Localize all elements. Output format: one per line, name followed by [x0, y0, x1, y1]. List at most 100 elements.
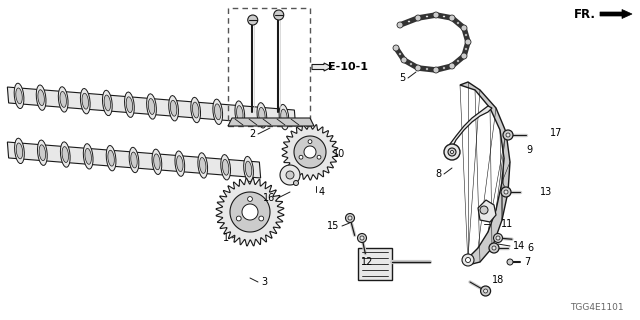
Text: 12: 12	[360, 257, 373, 267]
Text: 9: 9	[526, 145, 532, 155]
Circle shape	[449, 15, 455, 21]
Polygon shape	[286, 171, 294, 179]
Text: 13: 13	[540, 187, 552, 197]
Polygon shape	[294, 136, 326, 168]
Circle shape	[484, 289, 488, 293]
Polygon shape	[106, 145, 116, 171]
Text: 18: 18	[492, 275, 504, 285]
Circle shape	[360, 236, 364, 240]
Polygon shape	[280, 165, 300, 185]
Polygon shape	[213, 99, 223, 124]
Circle shape	[401, 57, 407, 63]
Polygon shape	[60, 142, 70, 167]
Polygon shape	[15, 138, 24, 164]
Circle shape	[415, 15, 421, 21]
Circle shape	[449, 63, 455, 69]
Circle shape	[348, 216, 352, 220]
Polygon shape	[282, 124, 338, 180]
Text: 10: 10	[333, 149, 345, 159]
Circle shape	[317, 155, 321, 159]
Text: 3: 3	[261, 277, 267, 287]
Polygon shape	[193, 102, 199, 118]
Text: 7: 7	[524, 257, 531, 267]
Polygon shape	[230, 192, 270, 232]
Polygon shape	[104, 95, 111, 111]
Polygon shape	[170, 100, 177, 116]
Polygon shape	[478, 200, 496, 222]
Circle shape	[457, 60, 460, 62]
FancyArrow shape	[600, 10, 632, 19]
Text: E-10-1: E-10-1	[328, 62, 368, 72]
Circle shape	[443, 67, 445, 69]
Circle shape	[433, 67, 439, 73]
Polygon shape	[245, 161, 252, 177]
Circle shape	[489, 243, 499, 253]
Circle shape	[481, 286, 491, 296]
Circle shape	[308, 140, 312, 143]
Circle shape	[399, 53, 401, 55]
Polygon shape	[8, 142, 260, 178]
Polygon shape	[131, 152, 137, 168]
Circle shape	[248, 196, 252, 201]
Circle shape	[496, 236, 500, 240]
Polygon shape	[16, 143, 22, 159]
Polygon shape	[460, 82, 510, 265]
Circle shape	[274, 10, 284, 20]
Circle shape	[492, 246, 496, 250]
Polygon shape	[62, 147, 68, 163]
Polygon shape	[85, 148, 92, 164]
Circle shape	[457, 22, 460, 24]
Circle shape	[465, 48, 467, 50]
Polygon shape	[38, 90, 44, 106]
Text: 1: 1	[223, 233, 229, 243]
Circle shape	[451, 150, 454, 154]
Text: 14: 14	[513, 241, 525, 251]
Polygon shape	[175, 151, 185, 176]
Polygon shape	[102, 90, 112, 116]
Circle shape	[493, 234, 502, 243]
Polygon shape	[237, 106, 243, 122]
Circle shape	[299, 155, 303, 159]
Text: 5: 5	[399, 73, 405, 83]
Polygon shape	[108, 150, 115, 166]
Circle shape	[480, 206, 488, 214]
Polygon shape	[221, 155, 230, 180]
Polygon shape	[257, 103, 267, 128]
Polygon shape	[126, 97, 132, 113]
Text: 2: 2	[249, 129, 255, 139]
Polygon shape	[259, 108, 265, 123]
Polygon shape	[8, 87, 296, 126]
Circle shape	[465, 258, 470, 262]
Circle shape	[426, 15, 428, 18]
Polygon shape	[83, 144, 93, 169]
Text: FR.: FR.	[574, 7, 596, 20]
Circle shape	[426, 68, 428, 70]
Polygon shape	[450, 106, 492, 148]
Polygon shape	[152, 149, 162, 174]
Text: 17: 17	[550, 128, 563, 138]
Circle shape	[346, 213, 355, 222]
Circle shape	[506, 133, 510, 137]
Polygon shape	[198, 153, 207, 178]
Circle shape	[462, 254, 474, 266]
Polygon shape	[148, 99, 155, 115]
FancyArrow shape	[312, 63, 332, 71]
Circle shape	[507, 259, 513, 265]
Polygon shape	[281, 109, 287, 125]
Polygon shape	[39, 145, 45, 161]
Polygon shape	[244, 156, 253, 182]
Circle shape	[259, 216, 264, 221]
Polygon shape	[214, 104, 221, 120]
Text: 11: 11	[501, 219, 513, 229]
Text: 15: 15	[326, 221, 339, 231]
Circle shape	[358, 234, 367, 243]
Polygon shape	[14, 83, 24, 108]
Polygon shape	[81, 88, 90, 114]
Polygon shape	[60, 92, 67, 107]
Polygon shape	[242, 204, 258, 220]
Text: 16: 16	[263, 193, 275, 203]
Bar	[228, 8, 310, 126]
Polygon shape	[82, 93, 88, 109]
Polygon shape	[222, 159, 229, 175]
Polygon shape	[304, 146, 316, 158]
